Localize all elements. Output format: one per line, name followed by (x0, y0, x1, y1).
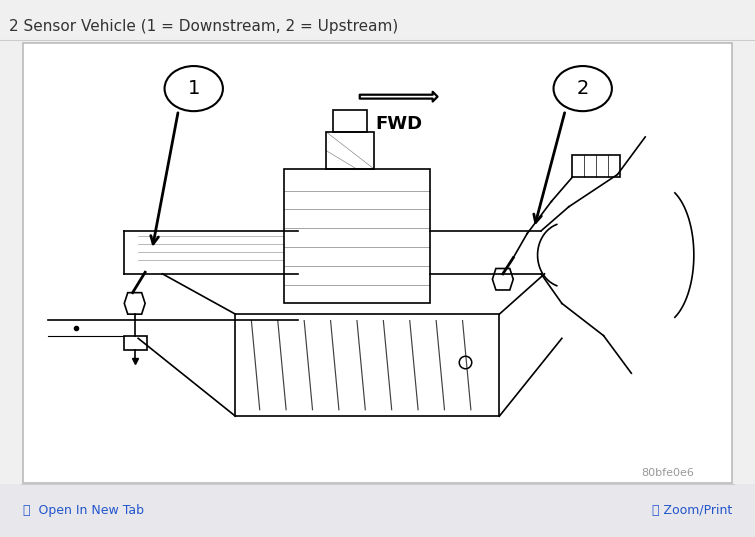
Text: 80bfe0e6: 80bfe0e6 (642, 468, 695, 478)
Text: 2: 2 (577, 79, 589, 98)
Text: 🔍 Zoom/Print: 🔍 Zoom/Print (652, 504, 732, 517)
Text: FWD: FWD (375, 114, 422, 133)
Text: ⧉  Open In New Tab: ⧉ Open In New Tab (23, 504, 143, 517)
Text: 2 Sensor Vehicle (1 = Downstream, 2 = Upstream): 2 Sensor Vehicle (1 = Downstream, 2 = Up… (9, 19, 399, 34)
FancyBboxPatch shape (23, 43, 732, 483)
FancyBboxPatch shape (0, 484, 755, 537)
Text: 1: 1 (187, 79, 200, 98)
